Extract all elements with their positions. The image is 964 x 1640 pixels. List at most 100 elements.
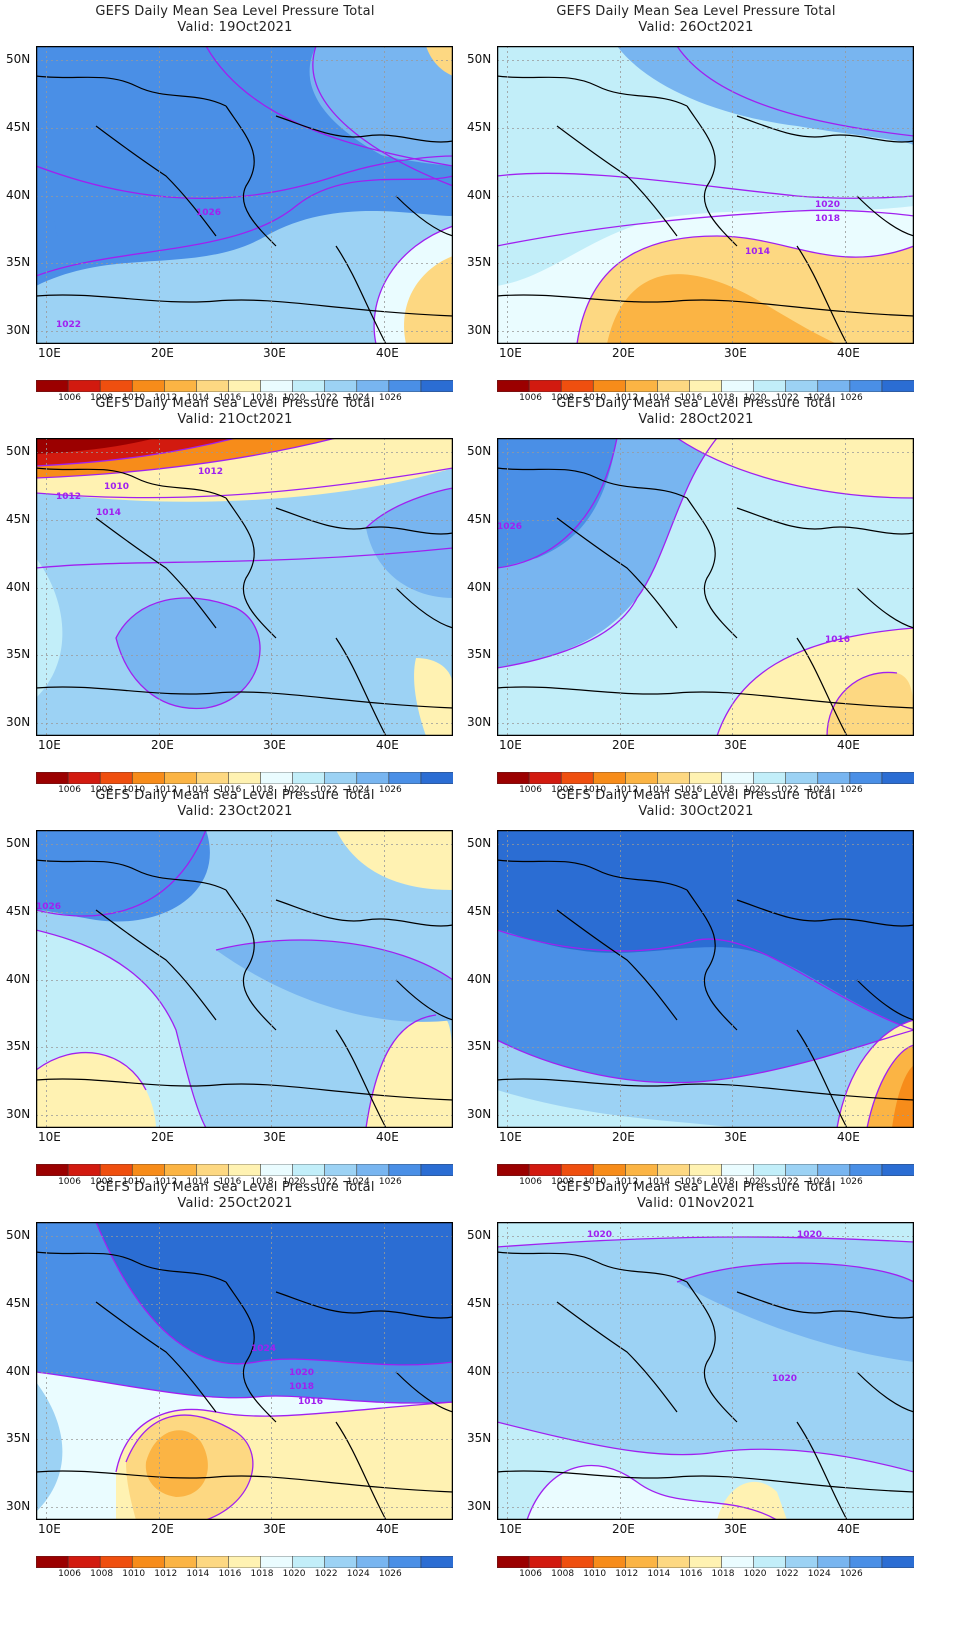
colorbar-label: 1014	[647, 785, 671, 795]
country-border	[497, 467, 688, 499]
colorbar-swatch	[67, 1164, 101, 1176]
latitude-label: 45N	[467, 1296, 492, 1310]
isobar-line	[36, 1051, 147, 1091]
isobar-line	[95, 1222, 453, 1366]
colorbar-swatch	[420, 1556, 453, 1568]
isobar-line	[125, 1414, 254, 1520]
colorbar-label: 1014	[186, 1569, 210, 1579]
colorbar-swatch	[292, 1164, 326, 1176]
colorbar-swatch	[625, 380, 659, 392]
latitude-label: 50N	[6, 52, 31, 66]
isobar-line	[676, 438, 914, 499]
country-border	[497, 1251, 688, 1283]
colorbar-swatch	[67, 1556, 101, 1568]
colorbar-swatch	[196, 380, 230, 392]
longitude-label: 20E	[151, 1522, 174, 1536]
latitude-label: 50N	[6, 444, 31, 458]
country-border	[275, 899, 453, 927]
colorbar-swatch	[849, 1164, 883, 1176]
colorbar-swatch	[689, 1164, 723, 1176]
colorbar-label: 1024	[346, 1177, 370, 1187]
colorbar-label: 1022	[775, 785, 799, 795]
map-panel: GEFS Daily Mean Sea Level Pressure Total…	[461, 0, 931, 405]
colorbar-swatch	[592, 772, 627, 784]
longitude-label: 30E	[724, 346, 747, 360]
longitude-label: 20E	[151, 738, 174, 752]
valid-date: 19Oct2021	[218, 20, 293, 35]
colorbar-label: 1010	[122, 1177, 146, 1187]
colorbar-label: 1008	[90, 1177, 114, 1187]
colorbar-swatch	[497, 1556, 530, 1568]
colorbar-swatch	[560, 1556, 595, 1568]
pressure-region	[677, 1263, 914, 1362]
colorbar-swatch	[131, 380, 166, 392]
colorbar-label: 1016	[218, 1177, 242, 1187]
longitude-label: 40E	[376, 738, 399, 752]
isobar-line	[576, 235, 914, 344]
colorbar-swatch	[721, 380, 755, 392]
colorbar-swatch	[196, 772, 230, 784]
colorbar-label: 1006	[58, 785, 81, 795]
pressure-region	[336, 830, 453, 890]
longitude-label: 30E	[724, 1522, 747, 1536]
valid-date: 01Nov2021	[678, 1196, 756, 1211]
country-border	[335, 1421, 387, 1520]
colorbar-swatch	[881, 772, 914, 784]
longitude-label: 20E	[612, 738, 635, 752]
isobar-line	[36, 438, 237, 467]
colorbar-swatch	[528, 772, 562, 784]
latitude-label: 40N	[6, 188, 31, 202]
pressure-region	[216, 940, 453, 1022]
latitude-label: 40N	[467, 972, 492, 986]
valid-date: 28Oct2021	[679, 412, 754, 427]
colorbar-swatch	[753, 1556, 787, 1568]
pressure-map: 1026	[36, 830, 453, 1128]
latitude-label: 50N	[6, 836, 31, 850]
longitude-label: 20E	[612, 1522, 635, 1536]
colorbar-swatch	[881, 380, 914, 392]
country-border	[497, 859, 688, 891]
isobar-label: 1020	[587, 1230, 612, 1240]
colorbar-label: 1012	[154, 1177, 178, 1187]
colorbar-swatch	[721, 772, 755, 784]
country-border	[796, 1029, 848, 1128]
colorbar-swatch	[785, 1556, 819, 1568]
latitude-label: 45N	[6, 512, 31, 526]
colorbar-label: 1022	[775, 1177, 799, 1187]
latitude-label: 45N	[6, 1296, 31, 1310]
colorbar-label: 1022	[314, 785, 338, 795]
colorbar-swatch	[497, 772, 530, 784]
colorbar-swatch	[420, 772, 453, 784]
country-border	[275, 1291, 453, 1319]
colorbar-swatch	[785, 1164, 819, 1176]
colorbar	[36, 1164, 453, 1176]
map-frame	[497, 830, 914, 1128]
colorbar-label: 1008	[90, 785, 114, 795]
latitude-label: 45N	[6, 120, 31, 134]
colorbar-swatch	[260, 1556, 294, 1568]
valid-date: 21Oct2021	[218, 412, 293, 427]
colorbar-swatch	[164, 1164, 198, 1176]
country-border	[36, 294, 453, 317]
colorbar-label: 1010	[583, 1177, 607, 1187]
longitude-label: 40E	[376, 346, 399, 360]
pressure-map: 1012 1010 1012 1014	[36, 438, 453, 736]
map-frame	[497, 46, 914, 344]
colorbar-swatch	[324, 1556, 358, 1568]
longitude-label: 40E	[376, 1130, 399, 1144]
pressure-region	[497, 1222, 914, 1247]
colorbar-label: 1020	[282, 785, 306, 795]
longitude-label: 10E	[499, 346, 522, 360]
latitude-label: 45N	[467, 904, 492, 918]
colorbar-label: 1010	[122, 1569, 146, 1579]
isobar-line	[676, 46, 914, 137]
isobar-line	[365, 1014, 437, 1128]
country-border	[36, 1078, 453, 1101]
pressure-region	[366, 1015, 453, 1128]
longitude-label: 30E	[724, 738, 747, 752]
colorbar-label: 1014	[647, 393, 671, 403]
country-border	[556, 125, 678, 237]
colorbar-label: 1018	[711, 393, 735, 403]
country-border	[36, 1470, 453, 1493]
colorbar-label: 1008	[551, 393, 575, 403]
